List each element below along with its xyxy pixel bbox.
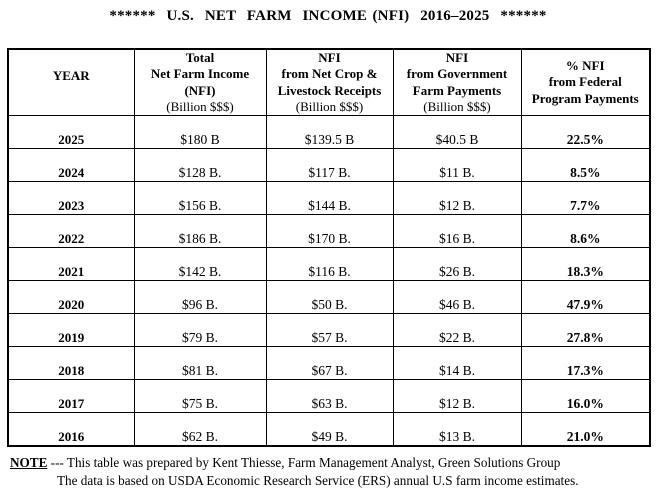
header-total-nfi: Total Net Farm Income (NFI) (Billion $$$…: [133, 48, 267, 116]
cell-pct-federal: 22.5%: [520, 115, 651, 149]
cell-crop-livestock: $170 B.: [265, 214, 394, 248]
table-row: 2024 $128 B. $117 B. $11 B. 8.5%: [7, 148, 651, 182]
table-row: 2020 $96 B. $50 B. $46 B. 47.9%: [7, 280, 651, 314]
table-row: 2016 $62 B. $49 B. $13 B. 21.0%: [7, 412, 651, 447]
cell-gov-payments: $13 B.: [392, 412, 522, 447]
footnote-line-2: The data is based on USDA Economic Resea…: [57, 473, 579, 489]
cell-crop-livestock: $116 B.: [265, 247, 394, 281]
cell-total-nfi: $186 B.: [133, 214, 267, 248]
table-row: 2023 $156 B. $144 B. $12 B. 7.7%: [7, 181, 651, 215]
cell-pct-federal: 8.6%: [520, 214, 651, 248]
cell-crop-livestock: $57 B.: [265, 313, 394, 347]
header-year: YEAR: [7, 48, 135, 116]
cell-total-nfi: $128 B.: [133, 148, 267, 182]
header-row: YEAR Total Net Farm Income (NFI) (Billio…: [7, 48, 651, 116]
cell-year: 2020: [7, 280, 135, 314]
cell-year: 2018: [7, 346, 135, 380]
header-gov-payments: NFI from Government Farm Payments (Billi…: [392, 48, 522, 116]
table-row: 2019 $79 B. $57 B. $22 B. 27.8%: [7, 313, 651, 347]
cell-gov-payments: $11 B.: [392, 148, 522, 182]
cell-crop-livestock: $144 B.: [265, 181, 394, 215]
cell-year: 2024: [7, 148, 135, 182]
cell-year: 2016: [7, 412, 135, 447]
cell-total-nfi: $75 B.: [133, 379, 267, 413]
cell-crop-livestock: $117 B.: [265, 148, 394, 182]
nfi-table: YEAR Total Net Farm Income (NFI) (Billio…: [7, 48, 651, 447]
table-row: 2017 $75 B. $63 B. $12 B. 16.0%: [7, 379, 651, 413]
cell-total-nfi: $180 B: [133, 115, 267, 149]
cell-total-nfi: $156 B.: [133, 181, 267, 215]
table-row: 2018 $81 B. $67 B. $14 B. 17.3%: [7, 346, 651, 380]
cell-total-nfi: $142 B.: [133, 247, 267, 281]
cell-total-nfi: $96 B.: [133, 280, 267, 314]
cell-gov-payments: $12 B.: [392, 379, 522, 413]
cell-year: 2023: [7, 181, 135, 215]
cell-total-nfi: $79 B.: [133, 313, 267, 347]
footnote-text-1: --- This table was prepared by Kent Thie…: [47, 455, 561, 470]
cell-pct-federal: 47.9%: [520, 280, 651, 314]
cell-total-nfi: $62 B.: [133, 412, 267, 447]
table-body: 2025 $180 B $139.5 B $40.5 B 22.5% 2024 …: [7, 115, 651, 447]
cell-pct-federal: 27.8%: [520, 313, 651, 347]
cell-gov-payments: $14 B.: [392, 346, 522, 380]
footnote-label: NOTE: [10, 455, 48, 470]
cell-pct-federal: 21.0%: [520, 412, 651, 447]
cell-crop-livestock: $63 B.: [265, 379, 394, 413]
page-title: ****** U.S. NET FARM INCOME (NFI) 2016–2…: [109, 8, 547, 24]
cell-gov-payments: $46 B.: [392, 280, 522, 314]
cell-pct-federal: 17.3%: [520, 346, 651, 380]
cell-crop-livestock: $49 B.: [265, 412, 394, 447]
cell-crop-livestock: $50 B.: [265, 280, 394, 314]
cell-gov-payments: $12 B.: [392, 181, 522, 215]
cell-year: 2017: [7, 379, 135, 413]
table-row: 2025 $180 B $139.5 B $40.5 B 22.5%: [7, 115, 651, 149]
cell-year: 2019: [7, 313, 135, 347]
cell-gov-payments: $26 B.: [392, 247, 522, 281]
cell-year: 2022: [7, 214, 135, 248]
cell-crop-livestock: $67 B.: [265, 346, 394, 380]
cell-gov-payments: $22 B.: [392, 313, 522, 347]
footnote-line-1: NOTE --- This table was prepared by Kent…: [10, 454, 579, 472]
header-crop-livestock: NFI from Net Crop & Livestock Receipts (…: [265, 48, 394, 116]
cell-gov-payments: $16 B.: [392, 214, 522, 248]
cell-year: 2025: [7, 115, 135, 149]
cell-crop-livestock: $139.5 B: [265, 115, 394, 149]
footnote: NOTE --- This table was prepared by Kent…: [10, 454, 579, 490]
table-row: 2022 $186 B. $170 B. $16 B. 8.6%: [7, 214, 651, 248]
table-row: 2021 $142 B. $116 B. $26 B. 18.3%: [7, 247, 651, 281]
cell-year: 2021: [7, 247, 135, 281]
cell-pct-federal: 7.7%: [520, 181, 651, 215]
cell-pct-federal: 8.5%: [520, 148, 651, 182]
cell-total-nfi: $81 B.: [133, 346, 267, 380]
cell-gov-payments: $40.5 B: [392, 115, 522, 149]
table-header: YEAR Total Net Farm Income (NFI) (Billio…: [7, 48, 651, 116]
header-pct-federal: % NFI from Federal Program Payments: [520, 48, 651, 116]
cell-pct-federal: 18.3%: [520, 247, 651, 281]
cell-pct-federal: 16.0%: [520, 379, 651, 413]
